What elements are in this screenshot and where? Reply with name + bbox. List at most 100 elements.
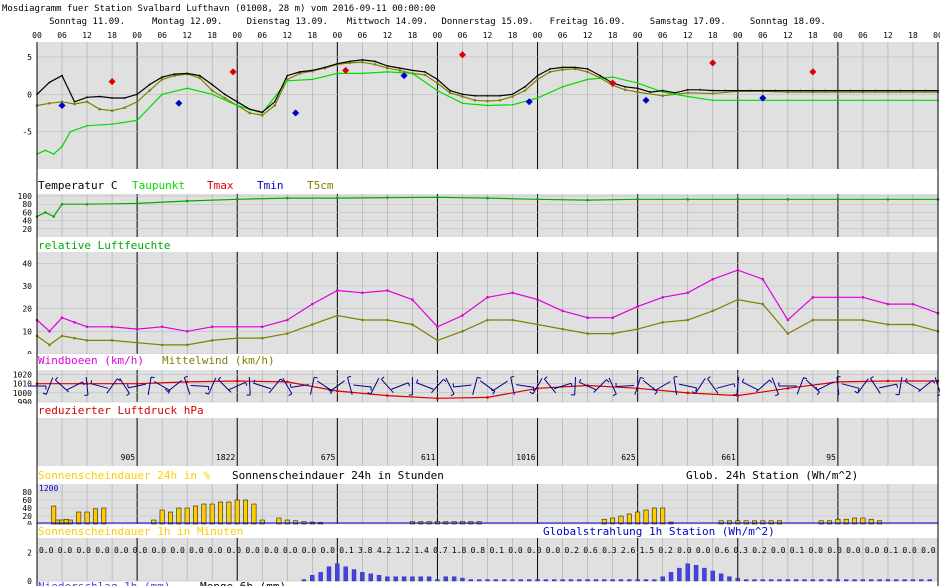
humidity-point: [686, 198, 690, 201]
sunshine-24h-bar: [92, 508, 98, 525]
six-hour-value: 0.0: [264, 546, 279, 555]
gust-point: [311, 302, 314, 306]
wind-barb-flag: [347, 375, 352, 378]
wind-barb: [841, 383, 860, 389]
hour-label: 18: [508, 31, 518, 40]
legend-entry: Glob. 24h Station (Wh/m^2): [686, 469, 858, 482]
temperature-point: [323, 66, 326, 69]
mean-wind-point: [711, 309, 715, 313]
radiation-1h-bar: [335, 563, 340, 582]
t5cm-point: [361, 60, 364, 64]
six-hour-value: 1.2: [396, 546, 411, 555]
radiation-1h-bar: [301, 579, 307, 582]
temperature-point: [836, 89, 839, 92]
wind-barb: [282, 377, 293, 395]
six-hour-value: 0.1: [339, 546, 354, 555]
gust-point: [811, 296, 815, 299]
sunshine-24h-bar: [209, 503, 215, 525]
six-hour-value: 0.0: [208, 546, 223, 555]
wind-barb: [453, 384, 472, 388]
sunshine-24h-bar: [76, 511, 82, 525]
legend-entry: Temperatur C: [38, 179, 117, 192]
six-hour-value: 2.6: [621, 546, 636, 555]
daily-radiation-total: 625: [621, 453, 636, 462]
wind-barb-flag: [205, 392, 209, 395]
temperature-point: [399, 67, 401, 70]
hour-label: 06: [558, 31, 568, 40]
hour-label: 12: [783, 31, 793, 40]
y-tick-label: 30: [22, 282, 32, 291]
radiation-1h-bar: [518, 579, 524, 582]
six-hour-value: 0.3: [733, 546, 748, 555]
legend-entry: Tmin: [257, 179, 284, 192]
mean-wind-point: [386, 318, 389, 322]
mean-wind-point: [861, 318, 865, 322]
gust-point: [736, 268, 740, 272]
temperature-point: [386, 65, 389, 67]
wind-barb-flag: [570, 383, 573, 387]
radiation-1h-bar: [668, 572, 674, 582]
wind-barb-flag: [652, 387, 656, 391]
six-hour-value: 0.0: [508, 546, 523, 555]
radiation-1h-bar: [635, 579, 640, 582]
sunshine-24h-bar: [243, 499, 249, 525]
legend-entry: relative Luftfeuchte: [38, 239, 170, 252]
day-labels: Sonntag 11.09. Montag 12.09. Dienstag 13.0…: [49, 17, 826, 27]
hour-label: 00: [433, 31, 443, 40]
wind-barb-flag: [578, 378, 582, 383]
radiation-1h-bar: [585, 579, 590, 582]
six-hour-value: 0.0: [245, 546, 260, 555]
humidity-line: [36, 196, 938, 218]
temperature-point: [148, 83, 151, 86]
radiation-1h-bar: [560, 579, 565, 582]
wind-barb-flag: [288, 393, 293, 397]
hour-label: 12: [82, 31, 92, 40]
radiation-1h-bar: [793, 579, 799, 582]
six-hour-value: 0.0: [283, 546, 298, 555]
day-label: Mittwoch 14.09.: [347, 17, 428, 27]
six-hour-value: 0.0: [189, 546, 204, 555]
radiation-1h-bar: [543, 579, 549, 582]
six-hour-value: 0.0: [152, 546, 167, 555]
legend-entry: Tmax: [207, 179, 234, 192]
pressure-point: [686, 391, 690, 395]
mean-wind-point: [60, 334, 64, 338]
gust-point: [611, 316, 614, 320]
mean-wind-point: [336, 314, 339, 317]
wind-barb-flag: [612, 393, 617, 397]
temperature-point: [636, 87, 639, 90]
t5cm-point: [260, 113, 264, 117]
wind-barb: [217, 379, 232, 393]
wind-barb: [253, 382, 271, 390]
temperature-point: [661, 89, 664, 92]
mean-wind-point: [886, 323, 890, 326]
mean-wind-point: [461, 330, 464, 333]
temperature-point: [461, 93, 464, 96]
humidity-point: [386, 196, 389, 199]
mean-wind-point: [285, 332, 289, 335]
t5cm-point: [348, 61, 352, 65]
wind-barb-flag: [733, 383, 736, 388]
t5cm-point: [548, 70, 552, 74]
tmax-marker: [609, 79, 617, 87]
t5cm-point: [686, 91, 690, 95]
six-hour-value: 0.0: [677, 546, 692, 555]
six-hour-value: 0.0: [76, 546, 91, 555]
legend-entry: T5cm: [307, 179, 334, 192]
t5cm-point: [473, 98, 477, 102]
hour-label: 18: [608, 31, 618, 40]
six-hour-value: 0.1: [790, 546, 805, 555]
six-hour-value: 0.0: [921, 546, 936, 555]
six-hour-value: 0.0: [95, 546, 110, 555]
pressure-point: [285, 380, 289, 384]
mean-wind-point: [486, 318, 489, 322]
temperature-point: [73, 100, 76, 103]
wind-barb: [817, 381, 834, 391]
temperature-point: [186, 72, 189, 75]
wind-barb-flag: [314, 376, 318, 379]
radiation-1h-bar: [819, 579, 824, 582]
wind-barb: [391, 382, 409, 390]
wind-barb-flag: [381, 376, 385, 380]
dewpoint-point: [461, 102, 464, 105]
radiation-1h-bar: [894, 579, 899, 582]
